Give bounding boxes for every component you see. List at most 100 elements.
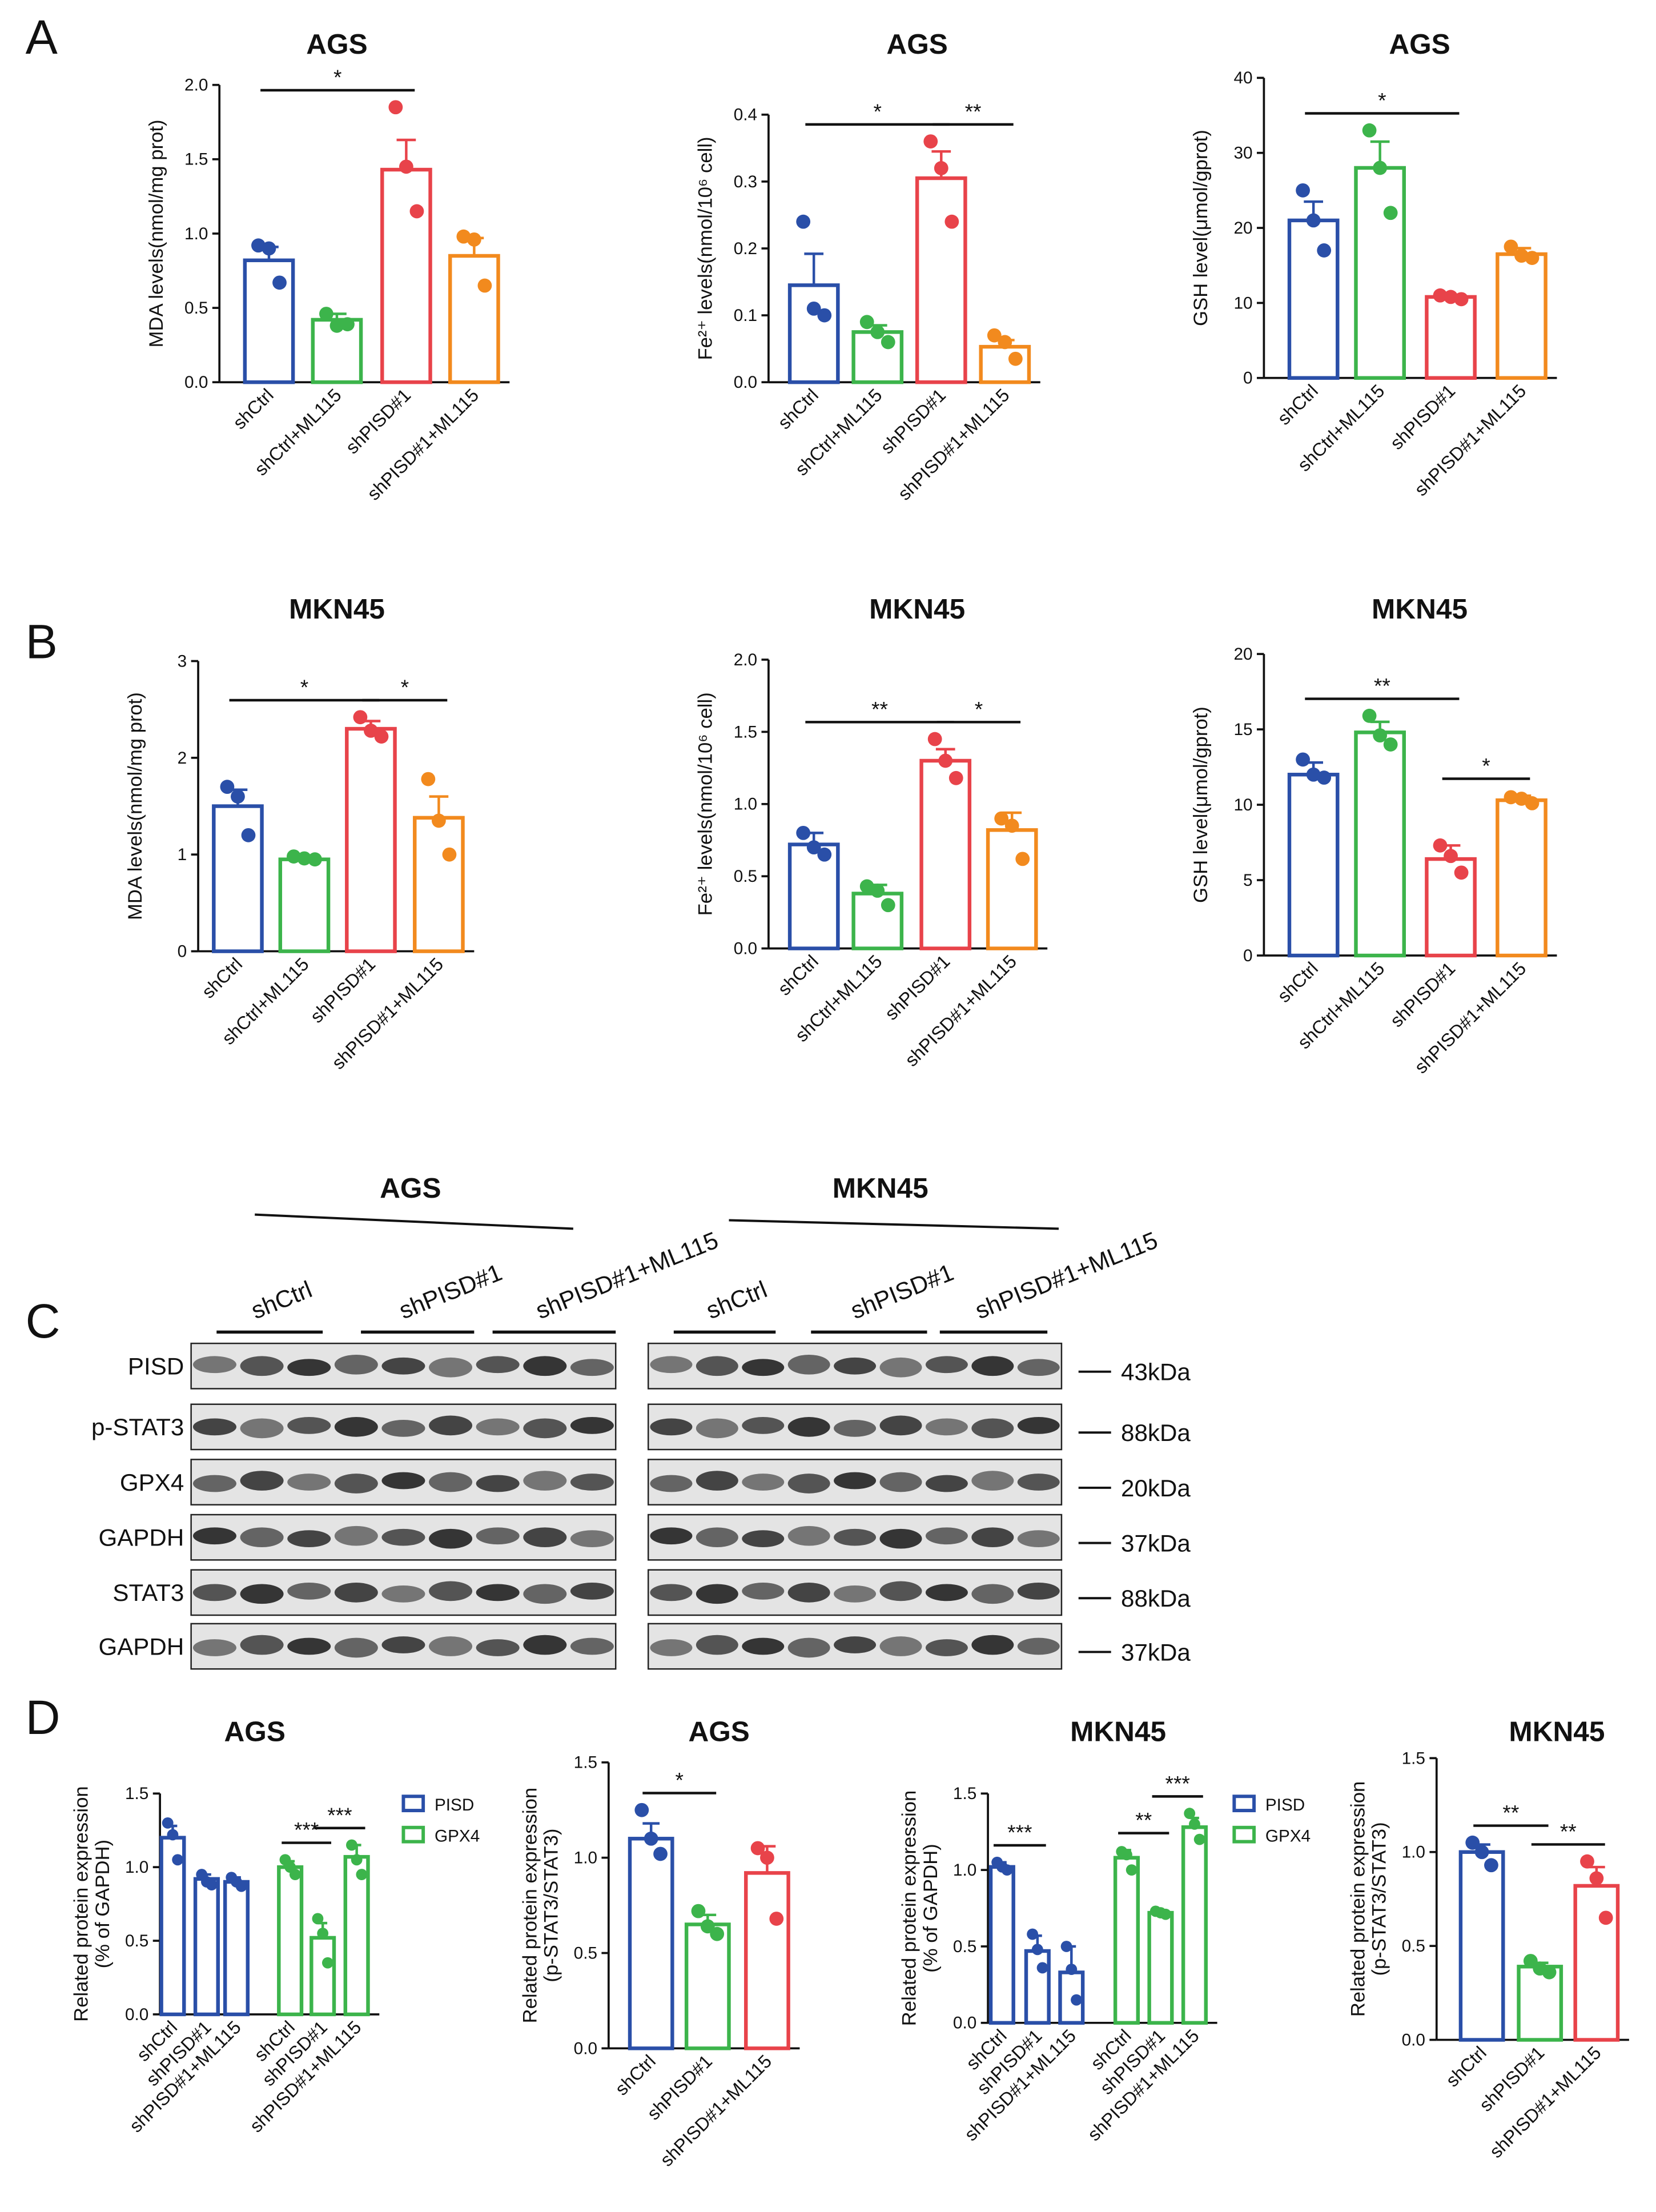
blot-band [334, 1354, 378, 1375]
blot-band [650, 1418, 693, 1436]
data-point [1580, 1854, 1594, 1869]
data-point [881, 335, 895, 350]
size-label: 88kDa [1121, 1419, 1191, 1446]
blot-band [570, 1474, 614, 1491]
y-tick-label: 2.0 [184, 76, 208, 95]
data-point [634, 1802, 649, 1817]
y-tick-label: 1.0 [953, 1861, 976, 1880]
y-axis-label: MDA levels(nmol/mg prot) [124, 692, 146, 920]
data-point [806, 301, 821, 316]
y-tick-label: 0.0 [734, 373, 757, 392]
data-point [388, 100, 403, 115]
y-tick-label: 30 [1233, 144, 1252, 163]
data-point [1031, 1944, 1043, 1956]
blot-band [523, 1584, 567, 1604]
blot-band [287, 1637, 331, 1655]
blot-band [834, 1419, 877, 1437]
data-point [1189, 1818, 1200, 1830]
data-point [934, 161, 948, 175]
blot-band [696, 1635, 738, 1655]
y-tick-label: 1.5 [953, 1784, 976, 1803]
data-point [1001, 1864, 1013, 1876]
blot-band [1017, 1474, 1060, 1491]
x-tick-label: shCtrl [774, 951, 822, 999]
y-tick-label: 0.1 [734, 306, 757, 325]
blot-band [429, 1581, 473, 1601]
chart-title: MKN45 [869, 593, 965, 625]
significance-label: *** [1007, 1820, 1032, 1844]
y-tick-label: 0.5 [734, 867, 757, 886]
blot-band [240, 1584, 284, 1604]
y-tick-label: 0.0 [125, 2005, 148, 2024]
blot-band [523, 1418, 567, 1439]
data-point [1504, 239, 1518, 254]
bar [1354, 166, 1406, 380]
data-point [1306, 213, 1321, 228]
lane-group-label: shCtrl [702, 1276, 771, 1324]
blot-band [834, 1636, 877, 1653]
y-tick-label: 10 [1233, 796, 1252, 814]
data-point [1027, 1928, 1039, 1940]
data-point [859, 879, 874, 894]
data-point [1015, 852, 1030, 866]
y-tick-label: 1.0 [734, 795, 757, 814]
blot-band [240, 1471, 284, 1491]
data-point [1514, 792, 1529, 806]
x-tick-label: shPISD#1+ML115 [656, 2051, 775, 2170]
panel-label: B [26, 615, 58, 669]
y-axis-label: Fe²⁺ levels(nmol/10⁶ cell) [695, 692, 717, 916]
blot-band [925, 1639, 968, 1656]
blot-band [742, 1637, 785, 1655]
blot-band [287, 1417, 331, 1434]
y-tick-label: 1 [178, 845, 187, 864]
significance-label: ** [1502, 1801, 1519, 1825]
data-point [432, 813, 446, 828]
data-point [700, 1919, 715, 1934]
data-point [644, 1831, 658, 1846]
blot-band [696, 1584, 738, 1604]
bar [1287, 773, 1340, 958]
blot-band [429, 1357, 473, 1378]
legend-label: GPX4 [1265, 1827, 1311, 1846]
data-point [374, 729, 389, 744]
bar [277, 1865, 304, 2017]
data-point [312, 1913, 324, 1925]
bar [243, 258, 295, 384]
x-tick-label: shCtrl [198, 954, 246, 1002]
y-tick-label: 10 [1233, 294, 1252, 312]
data-point [317, 1928, 329, 1940]
size-label: 88kDa [1121, 1585, 1191, 1612]
lane-group-label: shPISD#1+ML115 [532, 1226, 722, 1324]
bar [212, 804, 264, 953]
data-point [796, 825, 811, 840]
blot-band [971, 1527, 1014, 1548]
bar [986, 828, 1038, 950]
data-point [1066, 1964, 1078, 1976]
data-point [220, 780, 235, 794]
bar [851, 892, 904, 950]
y-axis-label: Fe²⁺ levels(nmol/10⁶ cell) [695, 137, 717, 360]
data-point [1126, 1864, 1138, 1876]
legend-swatch [401, 1825, 425, 1844]
blot-band [476, 1418, 520, 1436]
blot-band [192, 1475, 236, 1492]
significance-label: * [1482, 754, 1490, 778]
blot-band [192, 1639, 236, 1656]
blot-band [834, 1357, 877, 1375]
significance-label: *** [294, 1818, 319, 1842]
blot-band [879, 1357, 922, 1378]
data-point [1071, 1994, 1082, 2006]
data-point [272, 275, 287, 290]
blot-band [925, 1584, 968, 1601]
y-tick-label: 0.0 [953, 2014, 976, 2033]
blot-band [742, 1474, 785, 1491]
blot-band [570, 1637, 614, 1655]
data-point [162, 1817, 174, 1829]
data-point [287, 849, 301, 864]
data-point [1383, 206, 1398, 220]
significance-label: * [874, 99, 882, 123]
blot-band [742, 1530, 785, 1548]
blot-band [287, 1359, 331, 1376]
blot-band [971, 1356, 1014, 1376]
protein-label: PISD [128, 1353, 184, 1380]
